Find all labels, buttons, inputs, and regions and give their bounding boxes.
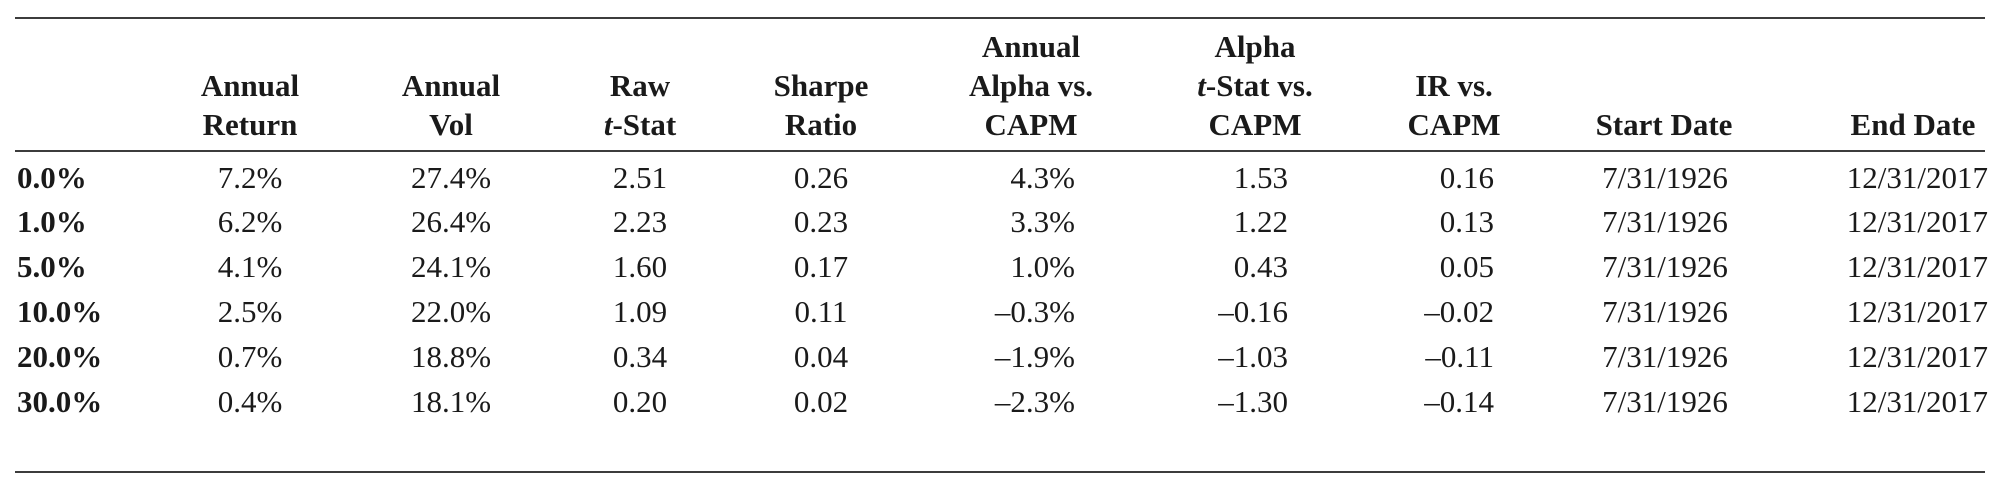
column-header-line: End Date bbox=[1850, 107, 1976, 142]
table-cell: 1.60 bbox=[612, 249, 668, 284]
column-header-line: Return bbox=[202, 107, 298, 142]
table-cell: 2.5% bbox=[217, 294, 283, 329]
row-label: 1.0% bbox=[17, 204, 87, 239]
table-cell: 0.43 bbox=[1233, 249, 1288, 284]
column-header-line: Ratio bbox=[784, 107, 858, 142]
table-cell: 2.23 bbox=[612, 204, 668, 239]
table-cell: 7/31/1926 bbox=[1602, 204, 1728, 239]
table-cell: 0.05 bbox=[1439, 249, 1494, 284]
table-cell: 12/31/2017 bbox=[1846, 160, 1988, 195]
table-cell: –1.03 bbox=[1218, 339, 1288, 374]
column-header-line bbox=[402, 27, 500, 66]
column-header: Start Date bbox=[1596, 27, 1733, 144]
column-header-line bbox=[1851, 27, 1976, 66]
table-cell: 18.1% bbox=[410, 384, 492, 419]
column-header-line: Sharpe bbox=[773, 68, 869, 103]
table-cell: –0.16 bbox=[1218, 294, 1288, 329]
column-header: Sharpe Ratio bbox=[774, 27, 869, 144]
column-header-line bbox=[604, 27, 676, 66]
table-cell: –2.3% bbox=[994, 384, 1075, 419]
row-label: 20.0% bbox=[17, 339, 103, 374]
table-cell: –1.9% bbox=[994, 339, 1075, 374]
table-cell: 7/31/1926 bbox=[1602, 160, 1728, 195]
table-cell: 0.13 bbox=[1439, 204, 1494, 239]
table-cell: –0.3% bbox=[994, 294, 1075, 329]
table-cell: 0.34 bbox=[612, 339, 668, 374]
table-cell: 27.4% bbox=[410, 160, 492, 195]
table-cell: –0.11 bbox=[1425, 339, 1494, 374]
column-header-line: Raw bbox=[609, 68, 671, 103]
table-cell: 0.16 bbox=[1439, 160, 1494, 195]
table-cell: 7.2% bbox=[217, 160, 283, 195]
table-cell: 4.3% bbox=[1010, 160, 1075, 195]
row-label: 10.0% bbox=[17, 294, 103, 329]
row-label: 5.0% bbox=[17, 249, 87, 284]
column-header: Raw t-Stat bbox=[604, 27, 676, 144]
table-cell: 12/31/2017 bbox=[1846, 249, 1988, 284]
table-cell: 12/31/2017 bbox=[1846, 339, 1988, 374]
column-header-line: Annual bbox=[401, 68, 501, 103]
column-header-line: CAPM bbox=[1208, 107, 1302, 142]
column-header: IR vs. CAPM bbox=[1408, 27, 1501, 144]
row-label: 0.0% bbox=[17, 160, 87, 195]
column-header-line bbox=[1408, 27, 1501, 66]
table-cell: 0.4% bbox=[217, 384, 283, 419]
table-cell: 22.0% bbox=[410, 294, 492, 329]
column-header-line: CAPM bbox=[1407, 107, 1501, 142]
column-header: End Date bbox=[1851, 27, 1976, 144]
column-header-line: Start Date bbox=[1595, 107, 1733, 142]
table-cell: 1.22 bbox=[1233, 204, 1288, 239]
header-rule bbox=[15, 150, 1985, 152]
table-cell: 7/31/1926 bbox=[1602, 384, 1728, 419]
table-cell: 1.53 bbox=[1233, 160, 1288, 195]
top-rule bbox=[15, 17, 1985, 19]
column-header-line bbox=[1596, 66, 1733, 105]
column-header: Annual Return bbox=[201, 27, 299, 144]
column-header-line: Vol bbox=[429, 107, 473, 142]
table-cell: 0.26 bbox=[793, 160, 849, 195]
table-cell: 12/31/2017 bbox=[1846, 294, 1988, 329]
table-cell: 1.0% bbox=[1010, 249, 1075, 284]
table-cell: 7/31/1926 bbox=[1602, 339, 1728, 374]
table-cell: –0.02 bbox=[1424, 294, 1494, 329]
column-header-line: t-Stat bbox=[603, 107, 677, 142]
table-cell: 26.4% bbox=[410, 204, 492, 239]
table-cell: 2.51 bbox=[612, 160, 668, 195]
column-header-line: Alpha vs. bbox=[968, 68, 1094, 103]
table-cell: 6.2% bbox=[217, 204, 283, 239]
column-header-line bbox=[774, 27, 869, 66]
table-cell: 0.11 bbox=[794, 294, 848, 329]
table-cell: 0.7% bbox=[217, 339, 283, 374]
table-cell: 0.02 bbox=[793, 384, 849, 419]
column-header-line: Annual bbox=[981, 29, 1081, 64]
column-header-line: IR vs. bbox=[1415, 68, 1493, 103]
table-cell: 0.20 bbox=[612, 384, 668, 419]
table-cell: –1.30 bbox=[1218, 384, 1288, 419]
table-cell: –0.14 bbox=[1424, 384, 1494, 419]
table-cell: 4.1% bbox=[217, 249, 283, 284]
column-header: Annual Vol bbox=[402, 27, 500, 144]
table-cell: 0.17 bbox=[793, 249, 849, 284]
column-header-line bbox=[201, 27, 299, 66]
column-header-line: Annual bbox=[200, 68, 300, 103]
column-header-line: t-Stat vs. bbox=[1197, 68, 1313, 103]
table-cell: 12/31/2017 bbox=[1846, 204, 1988, 239]
table-cell: 24.1% bbox=[410, 249, 492, 284]
bottom-rule bbox=[15, 471, 1985, 473]
column-header: Alpha t-Stat vs. CAPM bbox=[1197, 27, 1312, 144]
table-cell: 7/31/1926 bbox=[1602, 249, 1728, 284]
row-label: 30.0% bbox=[17, 384, 103, 419]
column-header: Annual Alpha vs. CAPM bbox=[969, 27, 1093, 144]
table-cell: 3.3% bbox=[1010, 204, 1075, 239]
table-cell: 0.23 bbox=[793, 204, 849, 239]
column-header-line bbox=[1851, 66, 1976, 105]
table-cell: 12/31/2017 bbox=[1846, 384, 1988, 419]
table-cell: 7/31/1926 bbox=[1602, 294, 1728, 329]
column-header-line: Alpha bbox=[1214, 29, 1296, 64]
column-header-line: CAPM bbox=[984, 107, 1078, 142]
table-cell: 1.09 bbox=[612, 294, 668, 329]
column-header-line bbox=[1596, 27, 1733, 66]
table-cell: 0.04 bbox=[793, 339, 849, 374]
table-cell: 18.8% bbox=[410, 339, 492, 374]
